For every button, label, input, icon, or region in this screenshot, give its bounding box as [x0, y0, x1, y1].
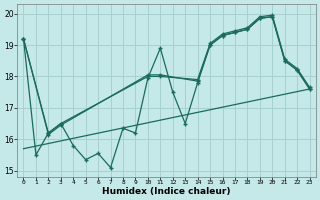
- X-axis label: Humidex (Indice chaleur): Humidex (Indice chaleur): [102, 187, 231, 196]
